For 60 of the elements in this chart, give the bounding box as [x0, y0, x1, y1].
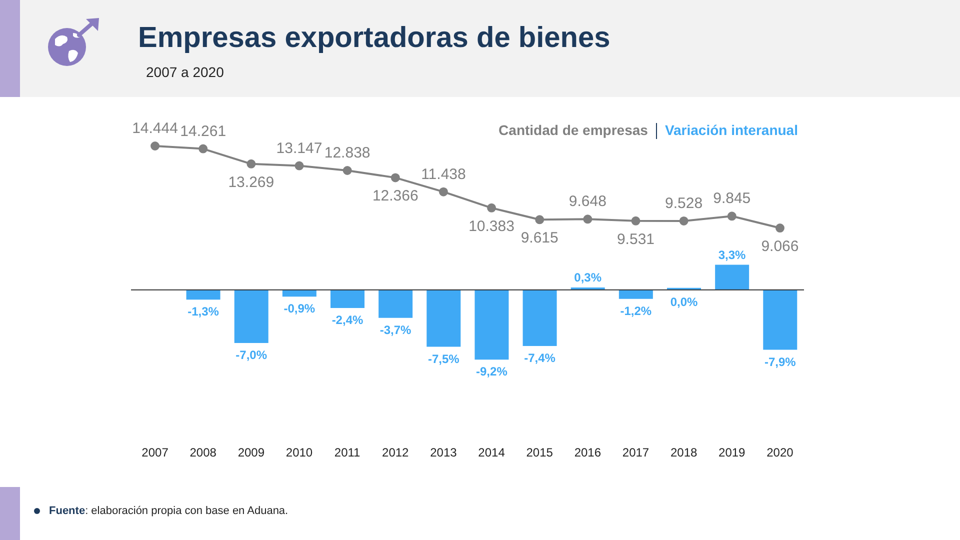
- point: [775, 224, 784, 233]
- x-tick-label: 2011: [334, 446, 361, 460]
- data-label: 9.648: [568, 193, 606, 210]
- data-label: -7,4%: [524, 351, 556, 365]
- point: [198, 144, 208, 154]
- point: [727, 212, 736, 221]
- data-label: 0,0%: [670, 294, 698, 309]
- point: [535, 215, 544, 224]
- point: [438, 187, 448, 196]
- data-label: 9.528: [665, 194, 703, 212]
- data-label: 13.147: [276, 140, 322, 157]
- data-label: 14.261: [180, 122, 226, 140]
- data-label: 9.531: [616, 230, 655, 248]
- data-label: -0,9%: [284, 302, 316, 316]
- data-label: 0,3%: [574, 270, 602, 285]
- data-label: 11.438: [421, 166, 466, 183]
- point: [342, 166, 352, 175]
- point: [679, 216, 688, 226]
- text: Cantidad de empresas: [498, 122, 648, 139]
- x-tick-label: 2020: [766, 446, 794, 460]
- x-tick-label: 2012: [382, 446, 410, 460]
- x-tick-label: 2016: [574, 446, 602, 460]
- data-label: 12.838: [324, 144, 370, 162]
- data-label: -9,2%: [476, 364, 508, 379]
- point: [487, 203, 496, 212]
- data-label: 10.383: [468, 218, 514, 235]
- data-label: 14.444: [132, 120, 178, 138]
- point: [246, 159, 256, 168]
- data-label: -7,9%: [764, 354, 796, 369]
- data-label: -7,0%: [236, 348, 268, 362]
- x-tick-label: 2008: [190, 446, 217, 460]
- chart-subtitle: 2007 a 2020: [146, 64, 224, 80]
- point: [631, 216, 640, 226]
- point: [390, 173, 400, 182]
- data-label: 3,3%: [718, 248, 746, 262]
- data-label: 12.366: [372, 188, 418, 205]
- data-label: -7,5%: [428, 352, 460, 366]
- x-tick-label: 2015: [526, 446, 554, 460]
- data-label: -1,2%: [620, 304, 652, 318]
- source-note: Fuente: elaboración propia con base en Aduana.: [48, 505, 288, 517]
- x-tick-label: 2019: [718, 446, 746, 460]
- x-tick-label: 2009: [238, 446, 265, 460]
- x-tick-label: 2018: [670, 446, 698, 460]
- x-tick-label: 2010: [286, 446, 313, 460]
- chart-title: Empresas exportadoras de bienes: [138, 22, 610, 55]
- x-tick-label: 2007: [142, 446, 169, 460]
- x-tick-label: 2014: [478, 446, 506, 460]
- data-label: 9.615: [520, 230, 558, 247]
- x-tick-label: 2017: [622, 446, 650, 460]
- point: [150, 142, 160, 151]
- point: [583, 214, 592, 224]
- data-label: 9.845: [713, 190, 751, 208]
- data-label: -3,7%: [380, 322, 412, 337]
- point: [294, 161, 304, 170]
- text: Variación interanual: [664, 122, 798, 139]
- data-label: -2,4%: [332, 313, 364, 328]
- data-label: -1,3%: [188, 304, 220, 319]
- data-label: 9.066: [761, 238, 799, 256]
- x-tick-label: 2013: [430, 446, 458, 460]
- data-label: 13.269: [228, 174, 274, 191]
